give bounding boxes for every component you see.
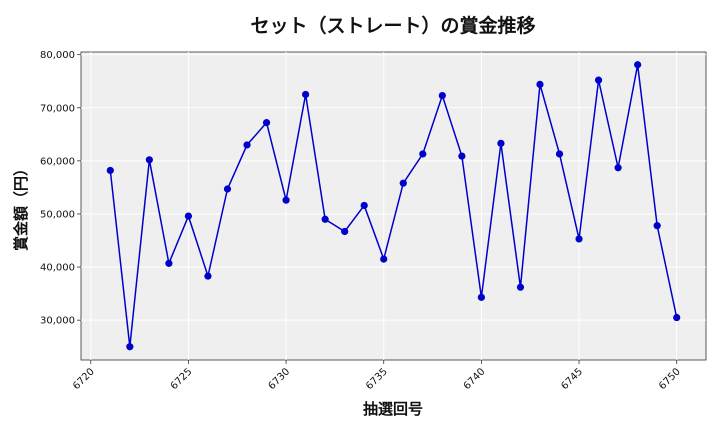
x-tick-label: 6720 [71, 366, 97, 392]
data-point [497, 139, 505, 147]
x-tick-label: 6730 [266, 366, 292, 392]
data-point [165, 259, 173, 267]
data-point [184, 212, 193, 220]
x-axis-label: 抽選回号 [363, 400, 423, 418]
x-tick-label: 6740 [462, 366, 488, 392]
data-point [204, 272, 212, 280]
x-tick-label: 6735 [364, 366, 390, 392]
x-tick-label: 6725 [169, 366, 195, 392]
y-tick-label: 80,000 [40, 50, 75, 61]
data-point [262, 119, 271, 127]
x-axis: 6720 6725 6730 6735 6740 6745 6750 [71, 360, 683, 392]
data-point [145, 156, 153, 164]
data-point [360, 201, 368, 210]
data-point [458, 152, 466, 160]
data-point [614, 164, 622, 172]
y-tick-label: 60,000 [40, 156, 75, 167]
y-axis: 30,000 40,000 50,000 60,000 70,000 80,000 [40, 50, 81, 327]
y-tick-label: 70,000 [40, 103, 75, 114]
data-point [438, 91, 446, 100]
data-point [380, 255, 388, 263]
y-tick-label: 30,000 [40, 316, 75, 327]
data-point [575, 235, 583, 243]
data-point [341, 227, 349, 236]
chart-title: セット（ストレート）の賞金推移 [250, 14, 535, 37]
data-point [673, 313, 681, 322]
x-tick-label: 6745 [559, 366, 585, 392]
data-point [399, 179, 407, 187]
data-point [634, 61, 642, 69]
data-point [282, 196, 290, 204]
data-point [321, 215, 329, 223]
plot-area [80, 51, 707, 361]
y-tick-label: 40,000 [40, 263, 75, 274]
data-point [243, 141, 251, 149]
data-point [594, 76, 603, 84]
data-point [223, 185, 232, 193]
data-point [302, 90, 310, 99]
data-point [419, 150, 427, 158]
data-point [106, 166, 114, 175]
y-axis-label: 賞金額（円） [12, 161, 30, 251]
grid [81, 52, 706, 360]
x-tick-label: 6750 [657, 366, 683, 392]
data-point [516, 283, 525, 291]
data-point [653, 222, 661, 230]
data-point [555, 150, 564, 158]
data-point [477, 293, 485, 301]
data-point [536, 80, 544, 88]
y-tick-label: 50,000 [40, 209, 75, 220]
series-layer [106, 61, 681, 351]
series-line [109, 64, 678, 347]
data-point [126, 343, 134, 351]
